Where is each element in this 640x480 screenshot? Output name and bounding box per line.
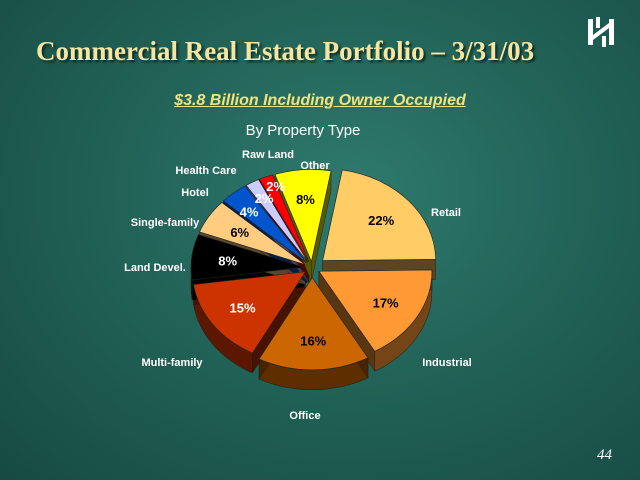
pie-slice-multi-family <box>193 271 307 354</box>
pie-value-label: 17% <box>373 295 399 310</box>
pie-slice-retail <box>322 169 436 261</box>
pie-category-label: Land Devel. <box>124 262 186 274</box>
slide-subtitle: $3.8 Billion Including Owner Occupied <box>174 92 466 109</box>
pie-value-label: 22% <box>368 213 394 228</box>
pie-category-label: Hotel <box>181 187 209 199</box>
pie-slice-other <box>274 169 332 263</box>
pie-value-label: 4% <box>240 204 259 219</box>
pie-category-label: Industrial <box>422 357 472 369</box>
page-number: 44 <box>597 447 612 463</box>
pie-slice-single-family <box>199 202 306 265</box>
bank-logo-icon <box>588 17 614 47</box>
pie-value-label: 16% <box>300 333 326 348</box>
pie-slice-industrial <box>318 269 433 352</box>
pie-category-label: Health Care <box>175 165 236 177</box>
pie-value-label: 8% <box>218 253 237 268</box>
pie-value-label: 2% <box>266 179 285 194</box>
pie-category-label: Other <box>300 160 330 172</box>
pie-slice-raw-land <box>258 174 310 263</box>
pie-slice-hotel <box>222 185 308 264</box>
pie-category-label: Office <box>289 410 320 422</box>
pie-slice-health-care <box>245 179 309 263</box>
chart-title: By Property Type <box>245 122 361 139</box>
pie-category-label: Multi-family <box>141 357 203 369</box>
pie-category-label: Retail <box>431 207 461 219</box>
pie-slice-land-devel <box>190 234 305 281</box>
pie-value-label: 6% <box>230 225 249 240</box>
slide-title: Commercial Real Estate Portfolio – 3/31/… <box>36 36 535 66</box>
pie-category-label: Single-family <box>131 217 200 229</box>
pie-value-label: 2% <box>255 191 274 206</box>
pie-value-label: 15% <box>229 301 255 316</box>
pie-value-label: 8% <box>296 192 315 207</box>
pie-slice-office <box>258 277 369 371</box>
pie-category-label: Raw Land <box>242 149 294 161</box>
